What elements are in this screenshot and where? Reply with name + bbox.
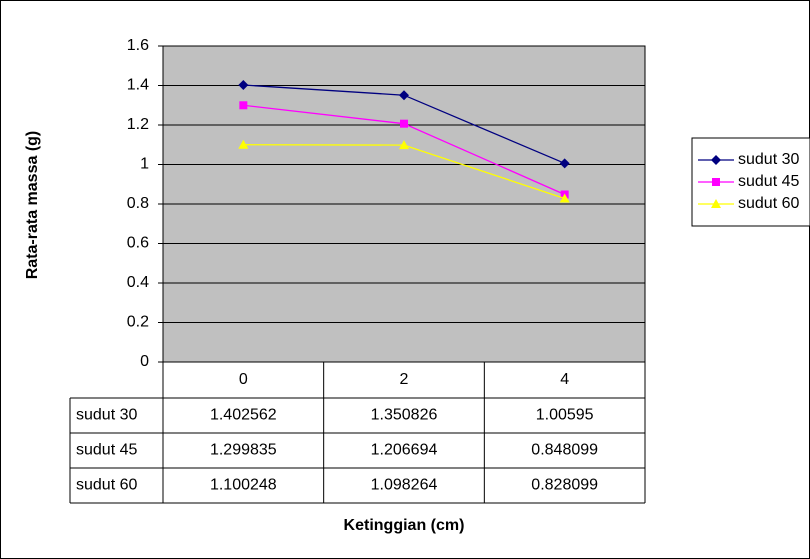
table-cell: 1.100248 [210,477,277,494]
table-cell: 1.206694 [371,442,438,459]
point [399,140,409,150]
y-tick-label: 1.2 [127,116,149,133]
point [711,199,721,208]
point [238,79,249,90]
table-row-label: sudut 30 [76,407,137,424]
point [399,90,409,101]
x-axis-label: Ketinggian (cm) [344,517,465,534]
y-tick-label: 0 [140,353,149,370]
point [712,178,720,186]
table-cell: 0.828099 [531,477,598,494]
table-row-label: sudut 45 [76,442,137,459]
table-cell: 1.00595 [536,407,594,424]
table-cell: 1.299835 [210,442,277,459]
table-row-label: sudut 60 [76,477,137,494]
x-tick-label: 0 [239,371,248,388]
y-tick-label: 0.6 [127,235,149,252]
table-cell: 1.350826 [371,407,438,424]
point [559,158,570,169]
x-tick-label: 4 [560,371,569,388]
table-cell: 0.848099 [531,442,598,459]
y-axis-label: Rata-rata massa (g) [24,131,41,280]
y-tick-label: 0.2 [127,314,149,331]
point [400,119,408,128]
y-tick-label: 1.4 [127,77,149,94]
y-tick-label: 1.6 [127,37,149,54]
y-tick-label: 0.8 [127,195,149,212]
point [559,193,570,203]
legend-label: sudut 45 [738,173,799,190]
point [239,101,248,110]
table-cell: 1.402562 [210,407,277,424]
point [711,155,721,165]
table-cell: 1.098264 [371,477,438,494]
x-tick-label: 2 [400,371,409,388]
point [238,139,249,149]
y-tick-label: 0.4 [127,274,149,291]
y-tick-label: 1 [140,156,149,173]
legend-label: sudut 30 [738,151,799,168]
legend-label: sudut 60 [738,195,799,212]
